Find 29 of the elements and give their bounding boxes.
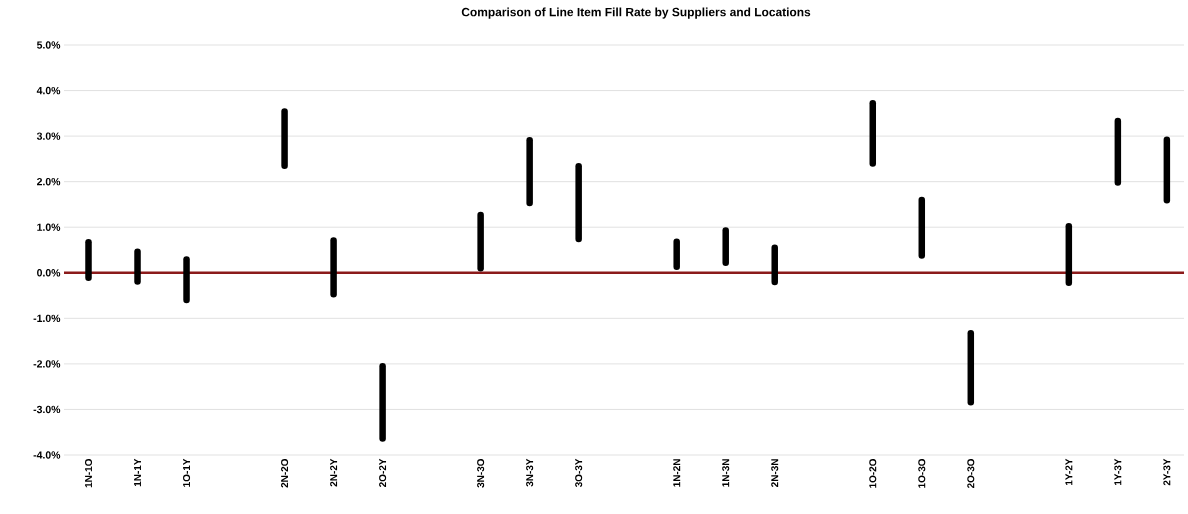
y-tick-label: -1.0% (33, 314, 61, 323)
x-tick-label: 1Y-2Y (1065, 458, 1073, 486)
x-tick-label: 1O-2O (869, 458, 877, 488)
y-tick-label: 4.0% (36, 86, 61, 95)
chart-title: Comparison of Line Item Fill Rate by Suppliers and Locations (461, 7, 811, 19)
x-tick-label: 2O-2Y (379, 458, 387, 487)
x-tick-label: 2N-2Y (330, 458, 338, 487)
y-tick-label: -4.0% (33, 451, 61, 459)
x-tick-label: 1N-3N (722, 459, 730, 487)
x-tick-label: 1O-3O (918, 458, 926, 488)
x-tick-label: 3O-3Y (575, 458, 583, 488)
x-tick-label: 2O-3O (967, 458, 975, 489)
y-tick-label: -3.0% (33, 405, 61, 414)
x-tick-label: 1N-1Y (134, 458, 141, 487)
x-tick-label: 1N-1O (84, 458, 93, 488)
x-tick-label: 2N-2O (281, 458, 289, 488)
x-tick-label: 3N-3Y (526, 458, 534, 487)
x-tick-label: 2Y-3Y (1163, 458, 1171, 486)
x-tick-label: 1N-2N (673, 459, 681, 487)
y-tick-label: 3.0% (36, 132, 61, 140)
y-tick-label: 5.0% (36, 41, 61, 49)
y-tick-label: 2.0% (37, 177, 61, 186)
x-tick-label: 1Y-3Y (1114, 458, 1122, 486)
x-tick-label: 3N-3O (477, 458, 485, 488)
x-tick-label: 2N-3N (771, 459, 779, 487)
y-tick-label: 0.0% (37, 269, 61, 277)
y-tick-label: 1.0% (37, 223, 61, 231)
y-tick-label: -2.0% (33, 360, 61, 368)
x-tick-label: 1O-1Y (183, 458, 191, 487)
